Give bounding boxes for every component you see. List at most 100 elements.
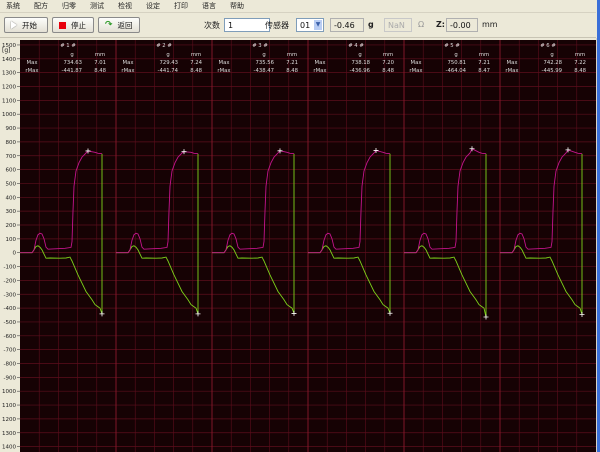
col-mm-header: mm xyxy=(287,52,297,58)
count-input[interactable]: 1 xyxy=(224,18,270,32)
stop-icon xyxy=(59,21,66,29)
window-border xyxy=(597,0,600,452)
menu-item-4[interactable]: 检视 xyxy=(118,2,132,10)
panel-1: # 1 # g mm Max 734.63 7.01 rMax -441.87 8.48 xyxy=(20,43,107,317)
y-tick-label: -200 xyxy=(4,278,17,284)
rmax-g-value: -445.99 xyxy=(542,68,562,74)
col-mm-header: mm xyxy=(191,52,201,58)
y-tick-label: 600 xyxy=(6,168,17,174)
max-mm-value: 7.24 xyxy=(190,60,202,66)
y-tick-label: 200 xyxy=(6,223,17,229)
row-max-label: Max xyxy=(27,60,38,66)
menu-item-1[interactable]: 配方 xyxy=(34,2,48,10)
menu-item-3[interactable]: 测试 xyxy=(90,2,104,10)
col-g-header: g xyxy=(358,52,361,58)
max-g-value: 729.43 xyxy=(159,60,178,66)
force-curve xyxy=(116,151,199,254)
y-tick-label: 1000 xyxy=(2,389,16,395)
menu-item-8[interactable]: 帮助 xyxy=(230,2,244,10)
y-axis: 1500140013001200110010009008007006005004… xyxy=(2,43,20,451)
max-g-value: 738.18 xyxy=(351,60,370,66)
panel-2: # 2 # g mm Max 729.43 7.24 rMax -441.74 8.48 xyxy=(116,43,203,317)
row-max-label: Max xyxy=(219,60,230,66)
grid xyxy=(20,40,596,452)
y-tick-label: -100 xyxy=(4,265,17,271)
y-tick-label: 0 xyxy=(13,251,17,257)
start-button[interactable]: 开始 xyxy=(4,17,48,33)
resistance-readout: NaN xyxy=(384,18,412,32)
panel-6: # 6 # g mm Max 742.28 7.22 rMax -445.99 8.48 xyxy=(500,43,587,317)
row-max-label: Max xyxy=(315,60,326,66)
force-curve xyxy=(404,148,487,254)
rmax-g-value: -464.04 xyxy=(446,68,467,74)
menu-bar: 系统 配方 归零 测试 检视 设定 打印 语言 帮助 xyxy=(0,0,596,13)
rmax-mm-value: 8.47 xyxy=(478,68,490,74)
count-label: 次数 xyxy=(204,21,220,30)
y-tick-label: -600 xyxy=(4,334,17,340)
row-max-label: Max xyxy=(507,60,518,66)
rmax-marker xyxy=(99,311,105,317)
y-tick-label: -800 xyxy=(4,362,17,368)
rmax-marker xyxy=(387,310,393,316)
y-tick-label: 1400 xyxy=(2,445,16,451)
max-mm-value: 7.21 xyxy=(286,60,298,66)
y-axis-area xyxy=(0,38,20,452)
col-g-header: g xyxy=(550,52,553,58)
rmax-g-value: -441.74 xyxy=(158,68,179,74)
y-tick-label: 700 xyxy=(6,154,17,160)
force-chart: 1500140013001200110010009008007006005004… xyxy=(0,38,598,452)
stop-button[interactable]: 停止 xyxy=(52,17,94,33)
col-g-header: g xyxy=(70,52,73,58)
sensor-label: 传感器 xyxy=(265,21,289,30)
z-readout: -0.00 xyxy=(446,18,478,32)
y-tick-label: 1300 xyxy=(2,71,16,77)
menu-item-5[interactable]: 设定 xyxy=(146,2,160,10)
resistance-unit: Ω xyxy=(418,20,425,29)
rmax-mm-value: 8.48 xyxy=(286,68,298,74)
y-tick-label: -400 xyxy=(4,306,17,312)
stop-label: 停止 xyxy=(71,20,86,30)
menu-item-6[interactable]: 打印 xyxy=(174,2,188,10)
y-tick-label: 1500 xyxy=(2,43,16,49)
max-mm-value: 7.01 xyxy=(94,60,106,66)
y-tick-label: 900 xyxy=(6,126,17,132)
y-tick-label: 300 xyxy=(6,209,17,215)
back-button[interactable]: ↷ 返回 xyxy=(98,17,140,33)
row-max-label: Max xyxy=(123,60,134,66)
col-mm-header: mm xyxy=(479,52,489,58)
y-tick-label: -700 xyxy=(4,348,17,354)
max-marker xyxy=(373,147,379,153)
y-tick-label: -900 xyxy=(4,375,17,381)
panel-title: # 6 # xyxy=(540,43,556,49)
play-icon xyxy=(11,21,17,29)
row-rmax-label: rMax xyxy=(121,68,134,74)
y-tick-label: 1000 xyxy=(2,112,16,118)
y-tick-label: 1200 xyxy=(2,85,16,91)
toolbar: 开始 停止 ↷ 返回 次数 1 传感器 01 ▼ -0.46 g NaN Ω Z… xyxy=(0,13,596,38)
menu-item-2[interactable]: 归零 xyxy=(62,2,76,10)
max-mm-value: 7.20 xyxy=(382,60,394,66)
max-g-value: 735.56 xyxy=(255,60,274,66)
panel-title: # 5 # xyxy=(444,43,460,49)
panel-title: # 4 # xyxy=(348,43,364,49)
return-curve xyxy=(116,153,199,315)
col-g-header: g xyxy=(454,52,457,58)
chevron-down-icon[interactable]: ▼ xyxy=(314,20,322,30)
y-tick-label: -300 xyxy=(4,292,17,298)
y-axis-unit: [g] xyxy=(2,47,11,54)
rmax-marker xyxy=(483,314,489,320)
y-tick-label: 1400 xyxy=(2,57,16,63)
panel-3: # 3 # g mm Max 735.56 7.21 rMax -438.47 8.48 xyxy=(212,43,299,316)
rmax-g-value: -441.87 xyxy=(62,68,82,74)
force-curve xyxy=(20,150,103,254)
rmax-marker xyxy=(579,311,585,317)
menu-item-0[interactable]: 系统 xyxy=(6,2,20,10)
max-g-value: 750.81 xyxy=(447,60,466,66)
row-rmax-label: rMax xyxy=(313,68,326,74)
rmax-mm-value: 8.48 xyxy=(190,68,202,74)
max-mm-value: 7.22 xyxy=(574,60,586,66)
menu-item-7[interactable]: 语言 xyxy=(202,2,216,10)
sensor-select[interactable]: 01 ▼ xyxy=(296,18,324,32)
y-tick-label: 800 xyxy=(6,140,17,146)
